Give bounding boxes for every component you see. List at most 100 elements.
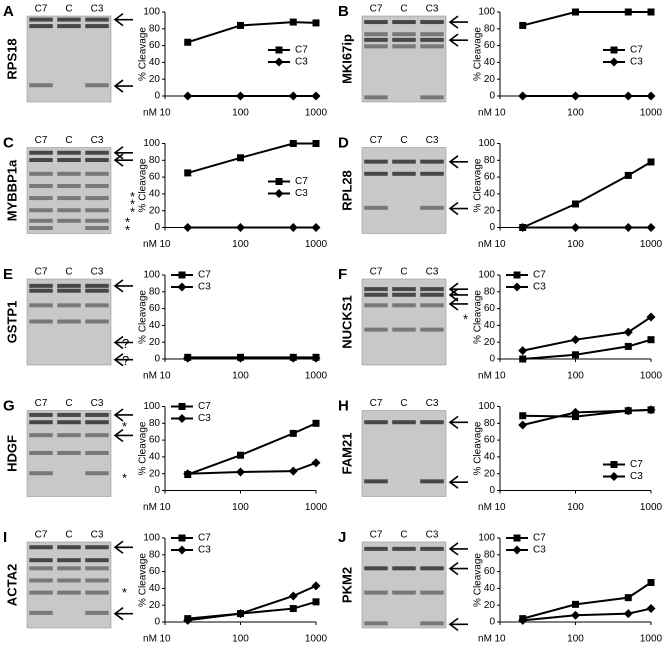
gel-band: [57, 288, 81, 293]
gel-band: [29, 208, 53, 213]
gel-band: [85, 283, 109, 288]
x-axis-label: nM: [143, 634, 157, 645]
marker: [311, 458, 321, 468]
gel-band: [85, 545, 109, 550]
series-line: [522, 581, 652, 620]
y-tick-label: 100: [143, 7, 160, 18]
lane-label: C: [65, 267, 72, 278]
panel-letter: D: [338, 134, 349, 151]
gel-band: [29, 433, 53, 438]
y-tick-label: 40: [149, 583, 161, 594]
gel-note: *: [130, 204, 135, 219]
y-tick-label: 80: [149, 418, 161, 429]
gel-band: [364, 420, 388, 425]
marker: [624, 8, 632, 16]
marker: [312, 19, 320, 27]
gel-band: [29, 150, 53, 155]
gel-note: *: [463, 312, 468, 327]
marker: [610, 461, 618, 468]
x-tick-label: 100: [567, 371, 584, 382]
y-tick-label: 80: [149, 286, 161, 297]
marker: [512, 545, 522, 555]
y-tick-label: 60: [149, 40, 161, 51]
arrow: [448, 561, 468, 576]
legend-label: C3: [295, 57, 308, 68]
gel-band: [85, 150, 109, 155]
gel-band: [420, 566, 444, 571]
marker: [312, 419, 320, 427]
lane-label: C7: [370, 267, 383, 278]
marker: [274, 57, 284, 67]
lane-label: C3: [91, 267, 104, 278]
marker: [513, 271, 521, 279]
marker: [518, 615, 528, 625]
gel-band: [364, 566, 388, 571]
y-tick-label: 60: [484, 40, 496, 51]
x-tick-label: 100: [232, 239, 249, 250]
marker: [183, 223, 193, 232]
y-tick-label: 80: [149, 23, 161, 34]
gel-band: [57, 183, 81, 188]
marker: [519, 412, 527, 420]
y-tick-label: 20: [149, 337, 161, 348]
marker: [609, 472, 619, 481]
y-tick-label: 60: [484, 172, 496, 183]
x-axis-label: nM: [143, 108, 157, 119]
marker: [312, 140, 320, 147]
x-tick-label: 1000: [305, 239, 328, 250]
gel-band: [420, 37, 444, 42]
y-tick-label: 0: [489, 91, 495, 102]
y-tick-label: 0: [489, 617, 495, 628]
gel-band: [420, 20, 444, 25]
gel-band: [29, 83, 53, 88]
lane-label: C7: [35, 267, 48, 278]
marker: [177, 545, 187, 555]
marker: [183, 615, 193, 625]
gel-band: [57, 412, 81, 417]
gel-band: [57, 578, 81, 583]
gel-band: [420, 205, 444, 210]
legend-label: C3: [630, 57, 643, 68]
gel-band: [364, 32, 388, 37]
gel-band: [392, 171, 416, 176]
x-tick-label: 1000: [305, 371, 328, 382]
gel-band: [420, 44, 444, 49]
x-tick-label: 1000: [640, 108, 663, 119]
gel-band: [29, 558, 53, 563]
gel-band: [364, 292, 388, 297]
series-line: [522, 338, 652, 360]
marker: [177, 282, 187, 292]
y-tick-label: 100: [143, 533, 160, 544]
marker: [513, 534, 521, 542]
y-tick-label: 0: [154, 485, 160, 496]
y-tick-label: 60: [149, 303, 161, 314]
marker: [623, 223, 633, 232]
gel-band: [85, 590, 109, 595]
marker: [571, 407, 580, 417]
legend-label: C3: [198, 282, 211, 293]
y-tick-label: 40: [484, 189, 496, 200]
lane-label: C3: [91, 530, 104, 541]
gel-band: [57, 196, 81, 201]
marker: [647, 8, 655, 16]
gel-note: *: [130, 189, 135, 204]
y-tick-label: 40: [484, 320, 496, 331]
gel-band: [392, 420, 416, 425]
gel-band: [85, 24, 109, 29]
gel-band: [57, 303, 81, 308]
marker: [646, 405, 656, 415]
gel-band: [85, 319, 109, 324]
lane-label: C7: [35, 4, 48, 15]
marker: [571, 335, 580, 345]
marker: [312, 598, 320, 606]
y-axis-label: % Cleavage: [473, 553, 484, 607]
gel-band: [29, 412, 53, 417]
marker: [236, 353, 245, 363]
gel-note: *: [122, 419, 127, 434]
x-axis-label: nM: [478, 239, 492, 250]
gel-band: [57, 545, 81, 550]
panel-letter: E: [3, 266, 13, 283]
gel-band: [364, 303, 388, 308]
legend-label: C7: [198, 533, 211, 544]
marker: [519, 21, 527, 29]
